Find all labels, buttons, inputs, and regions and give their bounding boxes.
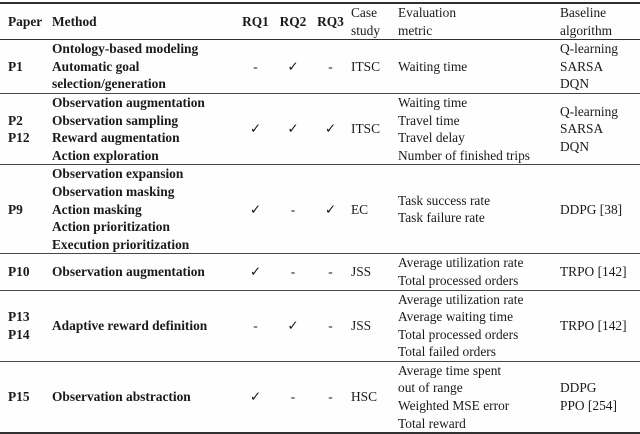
rq1-mark: ✓ [249, 389, 262, 405]
rq1-mark: ✓ [249, 121, 262, 137]
evaluation-metric-cell: Average utilization rate Average waiting… [398, 291, 524, 360]
table-row: P15 Observation abstraction ✓ - - HSC Av… [0, 361, 640, 433]
method-cell: Observation abstraction [52, 389, 191, 405]
paper-id-cell: P10 [8, 264, 30, 280]
rq2-mark: - [290, 201, 296, 217]
evaluation-metric-cell: Average utilization rate Total processed… [398, 255, 524, 288]
rq1-mark: ✓ [249, 201, 262, 217]
table-row: P1 Ontology-based modeling Automatic goa… [0, 40, 640, 94]
column-header-method: Method [52, 3, 237, 41]
column-header-rq1: RQ1 [237, 3, 274, 41]
method-cell: Observation expansion Observation maskin… [52, 166, 190, 252]
paper-id-cell: P2 P12 [8, 112, 30, 146]
baseline-algorithm-cell: Q-learning SARSA DQN [560, 103, 619, 154]
table-row: P13 P14 Adaptive reward definition - ✓ -… [0, 290, 640, 362]
case-study-cell: JSS [351, 317, 372, 333]
rq3-mark: ✓ [324, 121, 337, 137]
column-header-evaluation-metric: Evaluation metric [397, 3, 558, 41]
evaluation-metric-cell: Average time spent out of range Weighted… [398, 362, 510, 431]
case-study-cell: JSS [351, 264, 372, 280]
evaluation-metric-cell: Waiting time [398, 58, 468, 74]
rq3-mark: ✓ [324, 201, 337, 217]
case-study-cell: ITSC [351, 121, 381, 137]
table-row: P10 Observation augmentation ✓ - - JSS A… [0, 254, 640, 290]
case-study-cell: EC [351, 201, 369, 217]
rq2-mark: ✓ [287, 121, 299, 137]
evaluation-metric-cell: Task success rate Task failure rate [398, 192, 491, 226]
paper-id-cell: P15 [8, 389, 30, 405]
paper-id-cell: P13 P14 [8, 309, 30, 342]
baseline-algorithm-cell: DDPG [38] [560, 201, 623, 217]
column-header-rq2: RQ2 [274, 3, 312, 41]
rq1-mark: ✓ [249, 264, 262, 280]
column-header-rq3: RQ3 [312, 3, 349, 41]
baseline-algorithm-cell: TRPO [142] [560, 317, 627, 333]
table-row: P2 P12 Observation augmentation Observat… [0, 93, 640, 165]
column-header-paper: Paper [0, 3, 52, 41]
header-row: Paper Method RQ1 RQ2 RQ3 Case study Eval… [0, 3, 640, 41]
method-cell: Observation augmentation Observation sam… [52, 94, 205, 163]
paper-id-cell: P1 [8, 58, 23, 74]
evaluation-metric-cell: Waiting time Travel time Travel delay Nu… [398, 94, 531, 163]
column-header-case-study: Case study [349, 3, 397, 41]
method-cell: Observation augmentation [52, 264, 205, 280]
rq1-mark: - [253, 58, 258, 74]
rq2-mark: - [290, 389, 296, 405]
rq3-mark: - [328, 264, 333, 280]
paper-id-cell: P9 [8, 201, 23, 217]
case-study-cell: ITSC [351, 58, 381, 74]
rq1-mark: - [253, 317, 258, 333]
table-row: P9 Observation expansion Observation mas… [0, 165, 640, 254]
rq2-mark: - [290, 264, 296, 280]
rq3-mark: - [328, 389, 333, 405]
baseline-algorithm-cell: DDPG PPO [254] [560, 380, 617, 414]
rq2-mark: ✓ [287, 58, 299, 74]
rq3-mark: - [328, 58, 333, 74]
case-study-cell: HSC [351, 389, 378, 405]
method-cell: Adaptive reward definition [52, 317, 208, 333]
rq3-mark: - [328, 317, 333, 333]
baseline-algorithm-cell: Q-learning SARSA DQN [560, 41, 619, 92]
baseline-algorithm-cell: TRPO [142] [560, 264, 627, 280]
column-header-baseline-algorithm: Baseline algorithm [558, 3, 640, 41]
method-cell: Ontology-based modeling Automatic goal s… [52, 41, 199, 92]
rq2-mark: ✓ [287, 317, 299, 333]
